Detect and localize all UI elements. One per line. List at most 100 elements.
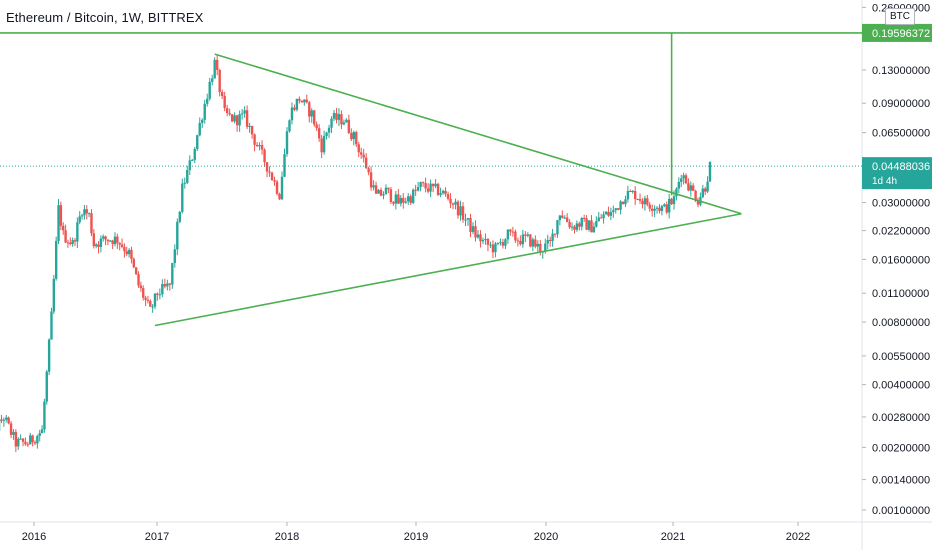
candle-body[interactable] — [313, 110, 315, 124]
candle-body[interactable] — [372, 185, 374, 187]
candle-body[interactable] — [474, 226, 476, 237]
candle-body[interactable] — [123, 247, 125, 251]
candle-body[interactable] — [522, 234, 524, 244]
candle-body[interactable] — [248, 126, 250, 127]
candle-body[interactable] — [231, 114, 233, 121]
candle-body[interactable] — [288, 120, 290, 131]
candle-body[interactable] — [338, 114, 340, 120]
candle-body[interactable] — [561, 216, 563, 218]
candle-body[interactable] — [429, 184, 431, 192]
candlestick-series[interactable] — [0, 55, 711, 452]
candle-body[interactable] — [216, 60, 218, 70]
candle-body[interactable] — [602, 214, 604, 218]
currency-badge[interactable]: BTC — [885, 8, 915, 25]
candle-body[interactable] — [133, 259, 135, 267]
trendlines[interactable] — [155, 33, 742, 326]
candle-body[interactable] — [690, 185, 692, 190]
candle-body[interactable] — [315, 125, 317, 129]
candle-body[interactable] — [622, 202, 624, 205]
candle-body[interactable] — [519, 241, 521, 244]
candle-body[interactable] — [507, 230, 509, 240]
candle-body[interactable] — [55, 241, 57, 279]
candle-body[interactable] — [128, 250, 130, 254]
candle-body[interactable] — [484, 239, 486, 240]
candle-body[interactable] — [159, 294, 161, 295]
candle-body[interactable] — [238, 114, 240, 125]
candle-body[interactable] — [50, 312, 52, 340]
candle-body[interactable] — [320, 138, 322, 152]
candle-body[interactable] — [355, 132, 357, 144]
candle-body[interactable] — [390, 189, 392, 202]
candle-body[interactable] — [649, 205, 651, 209]
candle-body[interactable] — [261, 145, 263, 150]
candle-body[interactable] — [43, 402, 45, 430]
candle-body[interactable] — [706, 182, 708, 192]
candle-body[interactable] — [678, 182, 680, 189]
candle-body[interactable] — [308, 102, 310, 116]
candle-body[interactable] — [658, 208, 660, 211]
candle-body[interactable] — [532, 239, 534, 246]
candle-body[interactable] — [46, 372, 48, 402]
candle-body[interactable] — [709, 162, 711, 182]
candle-body[interactable] — [126, 251, 128, 254]
candle-body[interactable] — [392, 202, 394, 204]
candle-body[interactable] — [79, 216, 81, 222]
candle-body[interactable] — [464, 220, 466, 221]
candle-body[interactable] — [206, 99, 208, 104]
candle-body[interactable] — [627, 191, 629, 199]
candle-body[interactable] — [459, 206, 461, 215]
candle-body[interactable] — [509, 230, 511, 232]
candle-body[interactable] — [186, 170, 188, 183]
candle-body[interactable] — [39, 433, 41, 436]
candle-body[interactable] — [588, 220, 590, 229]
candle-body[interactable] — [226, 108, 228, 113]
candle-body[interactable] — [253, 134, 255, 144]
candle-body[interactable] — [593, 227, 595, 233]
candle-body[interactable] — [419, 182, 421, 187]
candle-body[interactable] — [298, 99, 300, 101]
candle-body[interactable] — [402, 198, 404, 203]
candle-body[interactable] — [201, 120, 203, 123]
candle-body[interactable] — [271, 173, 273, 181]
candle-body[interactable] — [636, 199, 638, 200]
candle-body[interactable] — [36, 436, 38, 443]
candle-body[interactable] — [64, 230, 66, 242]
candle-body[interactable] — [176, 222, 178, 250]
candle-body[interactable] — [377, 190, 379, 194]
candle-body[interactable] — [57, 205, 59, 241]
candle-body[interactable] — [83, 209, 85, 215]
candle-body[interactable] — [97, 244, 99, 246]
candle-body[interactable] — [204, 104, 206, 120]
candle-body[interactable] — [539, 244, 541, 252]
candle-body[interactable] — [544, 244, 546, 251]
candle-body[interactable] — [311, 110, 313, 116]
candle-body[interactable] — [137, 274, 139, 285]
candle-body[interactable] — [568, 222, 570, 227]
candle-body[interactable] — [619, 202, 621, 210]
candle-body[interactable] — [370, 172, 372, 187]
candle-body[interactable] — [439, 193, 441, 195]
candle-body[interactable] — [656, 208, 658, 209]
candle-body[interactable] — [504, 239, 506, 245]
candle-body[interactable] — [181, 184, 183, 212]
candle-body[interactable] — [228, 113, 230, 114]
candle-body[interactable] — [243, 110, 245, 113]
candle-body[interactable] — [303, 100, 305, 103]
candle-body[interactable] — [333, 113, 335, 119]
candle-body[interactable] — [634, 191, 636, 199]
candle-body[interactable] — [107, 239, 109, 241]
candle-body[interactable] — [375, 185, 377, 193]
candle-body[interactable] — [387, 188, 389, 190]
candle-body[interactable] — [301, 101, 303, 103]
candle-body[interactable] — [437, 184, 439, 195]
candle-body[interactable] — [348, 120, 350, 133]
candle-body[interactable] — [296, 99, 298, 110]
candle-body[interactable] — [434, 184, 436, 186]
candle-body[interactable] — [241, 113, 243, 114]
candle-body[interactable] — [191, 160, 193, 161]
candle-body[interactable] — [199, 123, 201, 135]
candle-body[interactable] — [353, 132, 355, 139]
